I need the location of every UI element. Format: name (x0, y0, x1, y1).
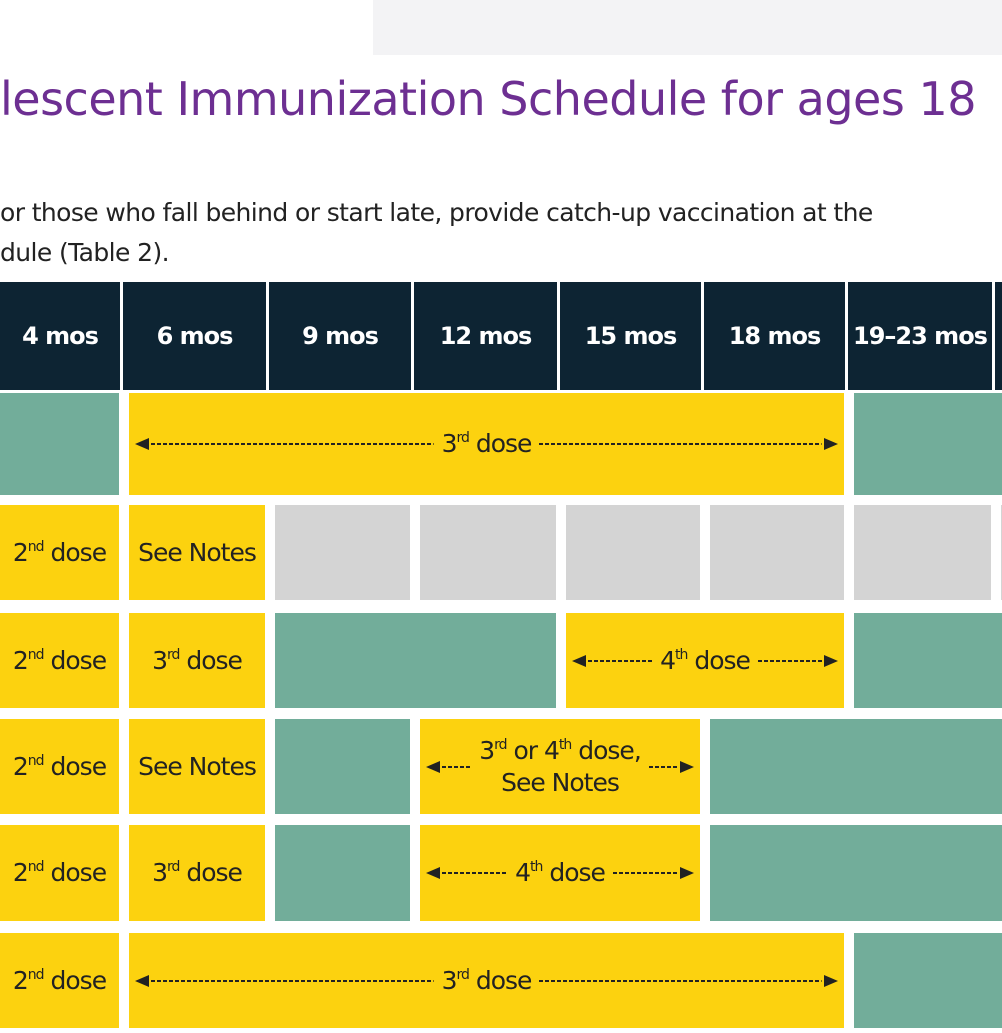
schedule-cell (0, 393, 119, 495)
header-cell: 4 mos (0, 282, 120, 390)
schedule-cell (854, 933, 1002, 1028)
cell-text-line: 2nd dose (12, 645, 107, 675)
cell-text: 2nd dose (12, 965, 107, 997)
header-cell: 18 mos (704, 282, 845, 390)
header-cell: 6 mos (123, 282, 266, 390)
cell-text-line: 3rd or 4th dose, (479, 735, 642, 765)
cell-text: 2nd dose (12, 645, 107, 677)
schedule-cell: 2nd dose (0, 825, 119, 921)
header-cell (995, 282, 1002, 390)
subtitle-line: or those who fall behind or start late, … (0, 198, 873, 227)
cell-text: 3rd or 4th dose, See Notes (479, 735, 642, 799)
cell-text: 2nd dose (12, 751, 107, 783)
arrow-head (680, 867, 694, 879)
arrow (613, 867, 678, 879)
subtitle-line: dule (Table 2). (0, 238, 170, 267)
schedule-cell: 2nd dose (0, 719, 119, 814)
schedule-cell: 3rd dose (129, 825, 265, 921)
cell-text-line: 2nd dose (12, 858, 107, 887)
cell-text-line: See Notes (501, 767, 620, 797)
cell-text-line: See Notes (138, 537, 257, 567)
arrow (442, 761, 471, 773)
schedule-cell: 3rd dose (129, 393, 844, 495)
schedule-cell: 4th dose (566, 613, 844, 708)
schedule-cell (420, 505, 556, 600)
schedule-cell (854, 393, 1002, 495)
schedule-cell (275, 613, 556, 708)
cell-text-line: 3rd dose (441, 429, 533, 458)
schedule-cell (854, 613, 1002, 708)
schedule-cell: 3rd dose (129, 613, 265, 708)
arrow (539, 438, 822, 450)
arrow (588, 655, 652, 667)
schedule-cell: 3rd or 4th dose, See Notes (420, 719, 700, 814)
schedule-cell (710, 505, 844, 600)
arrow-head (572, 654, 586, 667)
header-cell: 9 mos (269, 282, 411, 390)
cell-text: 4th dose (515, 857, 606, 889)
schedule-cell (275, 825, 410, 921)
arrow (151, 438, 434, 450)
cell-text-line: 3rd dose (441, 965, 533, 995)
arrow-head (426, 867, 440, 879)
header-cell: 12 mos (414, 282, 557, 390)
cell-text: 3rd dose (152, 645, 243, 677)
schedule-cell: 3rd dose (129, 933, 844, 1028)
schedule-cell: 4th dose (420, 825, 700, 921)
schedule-cell: 2nd dose (0, 505, 119, 600)
header-cell: 19–23 mos (848, 282, 992, 390)
cell-text: See Notes (138, 751, 257, 783)
arrow-head (680, 760, 694, 773)
cell-text: 3rd dose (441, 965, 533, 997)
arrow (442, 867, 507, 879)
arrow (539, 975, 822, 987)
schedule-cell: 2nd dose (0, 933, 119, 1028)
arrow-head (824, 654, 838, 667)
schedule-cell (566, 505, 700, 600)
header-cell: 15 mos (560, 282, 701, 390)
schedule-cell (854, 505, 991, 600)
schedule-cell: See Notes (129, 505, 265, 600)
schedule-cell: 2nd dose (0, 613, 119, 708)
cell-text: 3rd dose (441, 428, 533, 460)
arrow-head (135, 438, 149, 450)
schedule-cell (710, 719, 1002, 814)
cell-text-line: 3rd dose (152, 645, 243, 675)
arrow-head (426, 760, 440, 773)
title: lescent Immunization Schedule for ages 1… (0, 72, 976, 126)
cell-text-line: 3rd dose (152, 858, 243, 887)
schedule-cell (275, 505, 410, 600)
cell-text-line: 2nd dose (12, 751, 107, 781)
arrow-head (135, 974, 149, 987)
cell-text: See Notes (138, 537, 257, 569)
cell-text-line: 2nd dose (12, 537, 107, 567)
schedule-cell (275, 719, 410, 814)
cell-text-line: 4th dose (660, 645, 751, 675)
schedule-cell (710, 825, 1002, 921)
cell-text: 2nd dose (12, 857, 107, 889)
cell-text: 3rd dose (152, 857, 243, 889)
arrow (649, 761, 678, 773)
cell-text: 2nd dose (12, 537, 107, 569)
cell-text-line: 4th dose (515, 858, 606, 887)
top-panel (373, 0, 1002, 55)
cell-text-line: See Notes (138, 751, 257, 781)
arrow (151, 975, 434, 987)
cell-text: 4th dose (660, 645, 751, 677)
cell-text-line: 2nd dose (12, 965, 107, 995)
arrow-head (824, 438, 838, 450)
schedule-cell: See Notes (129, 719, 265, 814)
arrow (758, 655, 822, 667)
arrow-head (824, 974, 838, 987)
